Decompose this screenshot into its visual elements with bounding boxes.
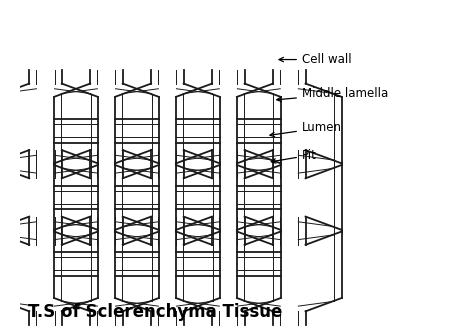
Text: Middle lamella: Middle lamella [277, 87, 388, 102]
Text: Pit: Pit [271, 149, 317, 163]
Text: Lumen: Lumen [270, 121, 342, 137]
Text: T.S of Sclerenchyma Tissue: T.S of Sclerenchyma Tissue [28, 303, 283, 321]
Text: Cell wall: Cell wall [279, 53, 352, 66]
